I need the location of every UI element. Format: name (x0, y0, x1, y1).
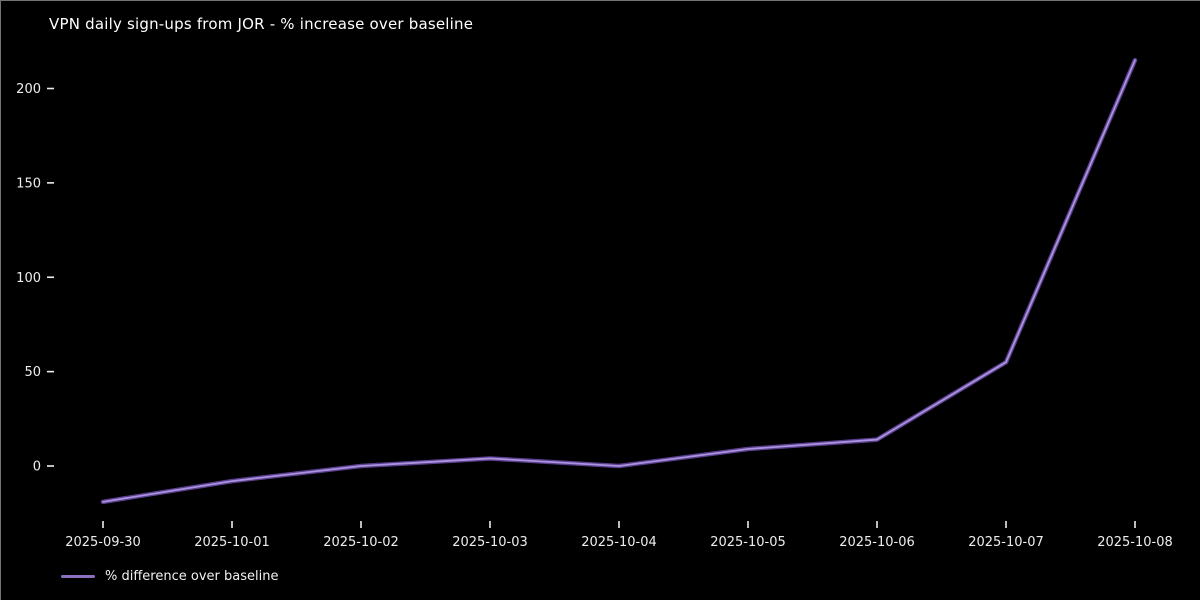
x-tick-label: 2025-10-03 (452, 535, 528, 550)
x-tick-label: 2025-10-04 (581, 535, 657, 550)
series-line (100, 57, 1138, 505)
y-tick-label: 200 (16, 82, 41, 97)
y-tick-label: 0 (33, 460, 41, 475)
x-axis: 2025-09-30 2025-10-01 2025-10-02 2025-10-03… (65, 521, 1173, 550)
legend: % difference over baseline (61, 569, 278, 584)
x-tick-label: 2025-10-06 (839, 535, 915, 550)
x-tick-label: 2025-10-05 (710, 535, 786, 550)
chart-title: VPN daily sign-ups from JOR - % increase… (49, 15, 474, 33)
y-tick-label: 100 (16, 271, 41, 286)
legend-label: % difference over baseline (105, 569, 279, 584)
series-line-glow (100, 57, 1138, 505)
x-tick-label: 2025-10-02 (323, 535, 399, 550)
x-tick-label: 2025-09-30 (65, 535, 141, 550)
x-tick-label: 2025-10-01 (194, 535, 270, 550)
y-tick-label: 50 (24, 365, 41, 380)
y-axis: 0 50 100 150 200 (16, 82, 54, 475)
y-tick-label: 150 (16, 176, 41, 191)
x-tick-label: 2025-10-07 (968, 535, 1044, 550)
legend-line-swatch (61, 575, 95, 578)
series-line-core (102, 59, 1136, 503)
x-tick-label: 2025-10-08 (1097, 535, 1173, 550)
